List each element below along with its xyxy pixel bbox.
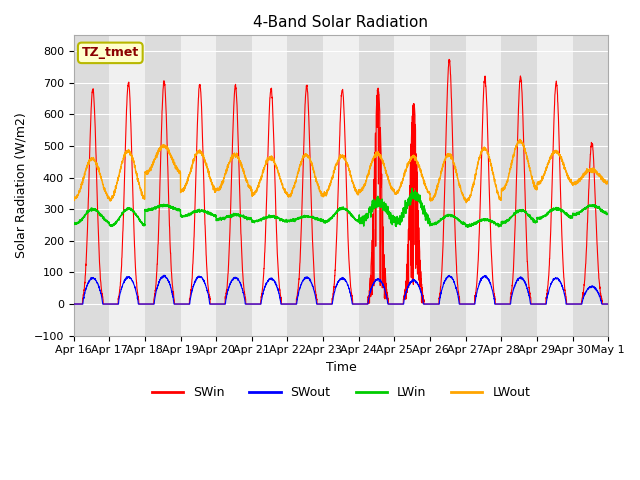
Bar [287, 36, 323, 336]
Y-axis label: Solar Radiation (W/m2): Solar Radiation (W/m2) [15, 113, 28, 258]
Bar [109, 36, 145, 336]
Bar [430, 36, 466, 336]
Bar [466, 36, 501, 336]
Bar [323, 36, 359, 336]
Bar [359, 36, 394, 336]
Bar [252, 36, 287, 336]
Bar [537, 36, 573, 336]
Bar [573, 36, 608, 336]
Bar [394, 36, 430, 336]
Text: TZ_tmet: TZ_tmet [82, 47, 139, 60]
Legend: SWin, SWout, LWin, LWout: SWin, SWout, LWin, LWout [147, 382, 535, 405]
Bar [74, 36, 109, 336]
Bar [216, 36, 252, 336]
Bar [145, 36, 180, 336]
Title: 4-Band Solar Radiation: 4-Band Solar Radiation [253, 15, 428, 30]
X-axis label: Time: Time [326, 361, 356, 374]
Bar [180, 36, 216, 336]
Bar [501, 36, 537, 336]
